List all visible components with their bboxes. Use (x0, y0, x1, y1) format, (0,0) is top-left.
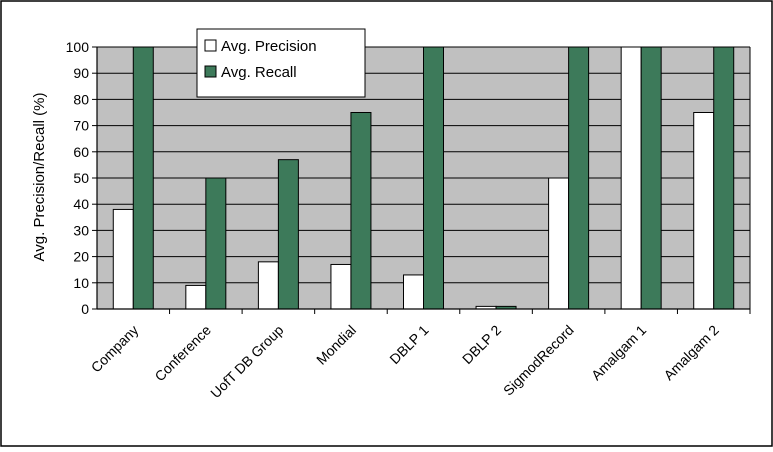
y-tick-label: 50 (73, 170, 89, 186)
legend-swatch (204, 65, 217, 78)
bar-recall (423, 46, 444, 310)
legend-label: Avg. Precision (221, 38, 317, 55)
legend-swatch (204, 39, 217, 52)
bar-recall (132, 46, 154, 310)
bar-recall (640, 46, 662, 310)
y-tick-label: 70 (73, 118, 89, 134)
bar-precision (185, 284, 207, 310)
legend-label: Avg. Recall (221, 64, 297, 81)
y-tick-label: 30 (73, 222, 89, 238)
bar-recall (713, 46, 735, 310)
bar-precision (403, 274, 424, 310)
y-tick-label: 40 (73, 196, 89, 212)
bar-recall (277, 159, 299, 310)
bar-recall (350, 112, 372, 310)
legend: Avg. Precision Avg. Recall (196, 28, 366, 98)
bar-precision (330, 263, 352, 310)
y-tick-label: 10 (73, 275, 89, 291)
y-tick-label: 100 (66, 39, 90, 55)
legend-box (196, 28, 366, 98)
bar-precision (693, 112, 715, 310)
bar-precision (112, 208, 134, 310)
bar-recall (205, 177, 227, 310)
y-tick-label: 90 (73, 65, 89, 81)
y-tick-label: 0 (81, 301, 89, 317)
bar-precision (548, 177, 570, 310)
y-tick-label: 20 (73, 249, 89, 265)
bar-precision (620, 46, 642, 310)
y-axis-label: Avg. Precision/Recall (%) (31, 93, 48, 262)
bar-recall (568, 46, 590, 310)
bar-precision (257, 261, 279, 310)
y-tick-label: 60 (73, 144, 89, 160)
y-tick-labels: 0 10 20 30 40 50 60 70 80 90 100 (66, 39, 90, 317)
bars (112, 46, 735, 310)
y-tick-label: 80 (73, 91, 89, 107)
